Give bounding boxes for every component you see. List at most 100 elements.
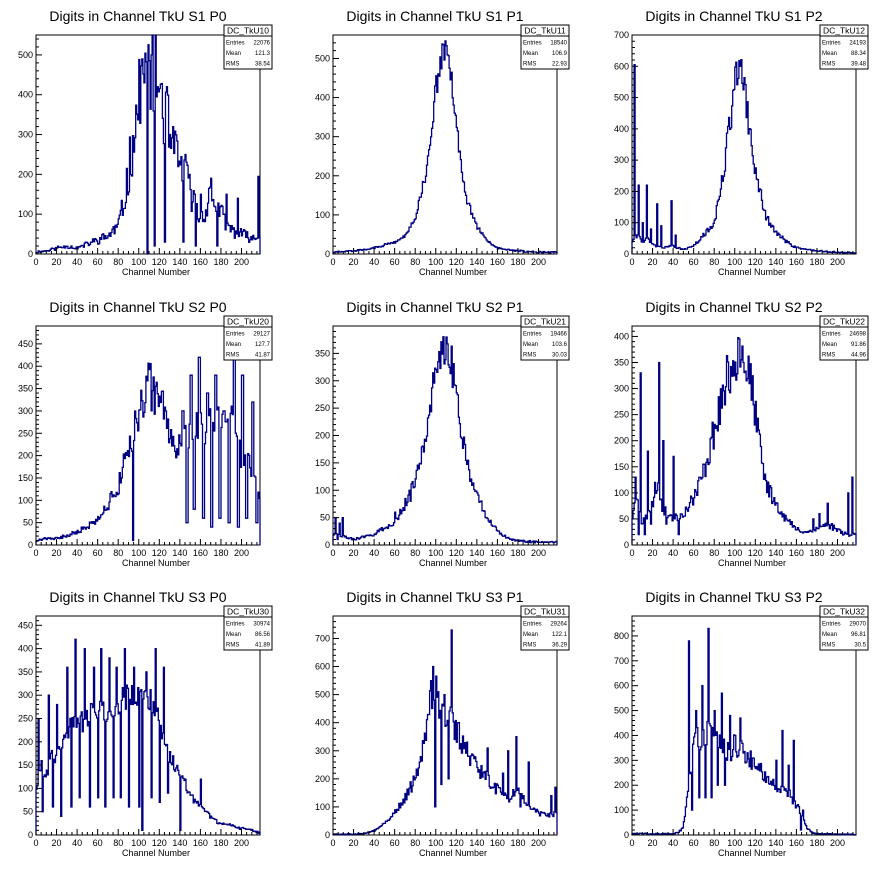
x-tick-label: 60 [390, 838, 400, 848]
stats-label-rms: RMS [523, 643, 536, 649]
x-tick-label: 180 [809, 548, 824, 558]
x-tick-label: 100 [727, 257, 742, 267]
histogram-panel: Digits in Channel TkU S3 P0 0 20 40 60 80 100 1… [18, 589, 273, 858]
chart-title: Digits in Channel TkU S2 P0 [49, 299, 226, 315]
histogram-series [631, 59, 857, 254]
histogram-series [35, 338, 261, 545]
x-tick-label: 100 [131, 838, 146, 848]
histogram-series [35, 34, 261, 255]
histogram-series [332, 40, 558, 254]
y-tick-label: 200 [315, 774, 330, 784]
stats-box-frame [819, 24, 869, 70]
x-tick-label: 180 [809, 257, 824, 267]
y-tick-label: 100 [614, 805, 629, 815]
histogram-panel: Digits in Channel TkU S3 P2 0 20 40 60 80 100 1… [614, 589, 869, 858]
x-tick-label: 200 [234, 257, 249, 267]
stats-label-rms: RMS [822, 643, 835, 649]
stats-name: DC_TkU10 [227, 26, 269, 36]
y-tick-label: 200 [315, 431, 330, 441]
y-tick-label: 300 [315, 746, 330, 756]
y-tick-label: 450 [18, 620, 33, 630]
stats-value-rms: 44.96 [851, 353, 867, 359]
histogram-panel: Digits in Channel TkU S2 P1 0 20 40 60 80 100 1… [315, 299, 570, 568]
y-tick-label: 300 [614, 755, 629, 765]
stats-label-mean: Mean [822, 51, 837, 57]
plot-frame [631, 34, 857, 255]
x-tick-label: 60 [390, 257, 400, 267]
stats-label-rms: RMS [523, 353, 536, 359]
stats-value-entries: 24193 [849, 41, 866, 47]
y-tick-label: 50 [320, 513, 330, 523]
y-tick-label: 250 [315, 403, 330, 413]
stats-box: DC_TkU32 Entries 29070 Mean 96.81 RMS 30.5 [819, 605, 869, 651]
stats-value-mean: 103.6 [552, 342, 568, 348]
stats-name: DC_TkU20 [227, 317, 269, 327]
x-tick-label: 160 [490, 548, 505, 558]
y-tick-label: 700 [315, 633, 330, 643]
y-tick-label: 300 [315, 132, 330, 142]
y-tick-label: 600 [315, 662, 330, 672]
x-tick-label: 80 [410, 838, 420, 848]
y-tick-label: 100 [18, 209, 33, 219]
stats-label-mean: Mean [523, 342, 538, 348]
y-tick-label: 400 [315, 93, 330, 103]
y-tick-label: 0 [624, 830, 629, 840]
chart-title: Digits in Channel TkU S1 P2 [645, 8, 822, 24]
stats-box: DC_TkU20 Entries 29127 Mean 127.7 RMS 41.87 [223, 315, 273, 361]
stats-value-entries: 29070 [849, 622, 866, 628]
x-axis-label: Channel Number [718, 558, 786, 568]
x-tick-label: 120 [152, 257, 167, 267]
stats-value-mean: 86.56 [255, 632, 271, 638]
y-tick-label: 200 [614, 186, 629, 196]
x-tick-label: 40 [369, 548, 379, 558]
y-tick-label: 400 [614, 331, 629, 341]
chart-title: Digits in Channel TkU S1 P0 [49, 8, 226, 24]
histogram-panel: Digits in Channel TkU S1 P1 0 20 40 60 80 100 1… [315, 8, 570, 277]
y-tick-label: 150 [18, 760, 33, 770]
x-tick-label: 100 [131, 257, 146, 267]
x-tick-label: 80 [113, 257, 123, 267]
x-tick-label: 40 [369, 257, 379, 267]
y-tick-label: 400 [18, 90, 33, 100]
y-tick-label: 400 [18, 644, 33, 654]
x-tick-label: 200 [830, 838, 845, 848]
x-tick-label: 180 [510, 548, 525, 558]
x-tick-label: 200 [830, 257, 845, 267]
stats-label-rms: RMS [822, 353, 835, 359]
x-tick-label: 120 [748, 257, 763, 267]
x-tick-label: 20 [349, 548, 359, 558]
x-tick-label: 80 [709, 838, 719, 848]
x-tick-label: 160 [193, 838, 208, 848]
x-tick-label: 40 [72, 838, 82, 848]
y-tick-label: 250 [18, 428, 33, 438]
stats-value-rms: 41.87 [255, 353, 271, 359]
y-tick-label: 250 [18, 714, 33, 724]
stats-label-entries: Entries [226, 622, 245, 628]
y-tick-label: 100 [315, 210, 330, 220]
stats-name: DC_TkU12 [823, 26, 865, 36]
y-tick-label: 0 [28, 249, 33, 259]
stats-label-entries: Entries [523, 332, 542, 338]
stats-label-rms: RMS [226, 643, 239, 649]
y-tick-label: 50 [23, 518, 33, 528]
x-tick-label: 200 [234, 548, 249, 558]
stats-value-mean: 106.9 [552, 51, 568, 57]
stats-value-mean: 122.1 [552, 632, 568, 638]
x-tick-label: 0 [33, 838, 38, 848]
x-tick-label: 160 [789, 838, 804, 848]
x-tick-label: 20 [648, 838, 658, 848]
x-tick-label: 40 [72, 548, 82, 558]
stats-box-frame [520, 315, 570, 361]
y-tick-label: 0 [624, 249, 629, 259]
stats-label-entries: Entries [226, 41, 245, 47]
x-tick-label: 80 [113, 838, 123, 848]
x-tick-label: 0 [629, 838, 634, 848]
x-tick-label: 60 [689, 838, 699, 848]
x-tick-label: 80 [709, 548, 719, 558]
x-tick-label: 140 [768, 257, 783, 267]
x-tick-label: 200 [531, 838, 546, 848]
stats-box-frame [520, 24, 570, 70]
y-tick-label: 350 [18, 667, 33, 677]
stats-label-rms: RMS [226, 62, 239, 68]
x-tick-label: 20 [648, 257, 658, 267]
